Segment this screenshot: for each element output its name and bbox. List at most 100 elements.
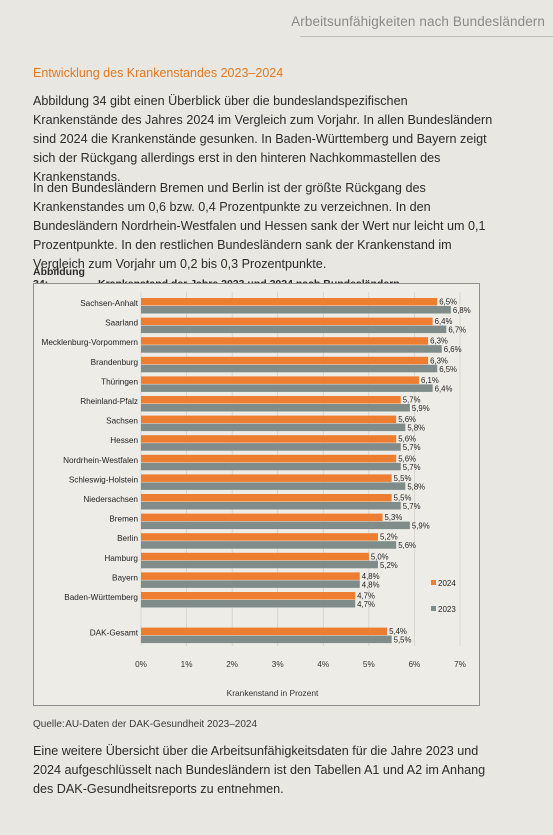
data-label-2024: 4,7% — [357, 592, 375, 601]
bar-2023 — [141, 384, 433, 392]
bar-2023 — [141, 404, 410, 412]
bar-2024 — [141, 396, 401, 404]
data-label-2023: 5,2% — [380, 561, 398, 570]
paragraph-intro: Abbildung 34 gibt einen Überblick über d… — [33, 94, 493, 184]
category-label: Baden-Württemberg — [64, 593, 138, 602]
data-label-2023: 5,5% — [394, 636, 412, 645]
x-tick-label: 6% — [409, 660, 421, 669]
data-label-2023: 4,8% — [362, 580, 380, 589]
source-label: Quelle: — [33, 719, 65, 730]
data-label-2023: 6,7% — [448, 326, 466, 335]
data-label-2024: 5,6% — [398, 415, 416, 424]
data-label-2024: 5,4% — [389, 627, 407, 636]
category-label: Brandenburg — [91, 358, 139, 367]
data-label-2023: 5,7% — [403, 443, 421, 452]
bar-2023 — [141, 306, 451, 314]
x-tick-label: 5% — [363, 660, 375, 669]
legend-label-2023: 2023 — [438, 605, 456, 614]
data-label-2024: 5,2% — [380, 533, 398, 542]
category-label: DAK-Gesamt — [90, 629, 139, 638]
bar-2024 — [141, 592, 356, 600]
data-label-2024: 5,6% — [398, 435, 416, 444]
chart-frame: 0% 1% 2% 3% 4% 5% 6% 7% Sachsen-Anhalt 6,5% 6,8% Sa… — [33, 283, 480, 706]
category-label: Hessen — [110, 436, 138, 445]
source-note: Quelle: AU-Daten der DAK-Gesundheit 2023… — [33, 719, 257, 730]
x-tick-label: 0% — [135, 660, 147, 669]
category-label: Niedersachsen — [83, 495, 138, 504]
bar-2023 — [141, 502, 401, 510]
data-label-2024: 6,1% — [421, 376, 439, 385]
category-label: Sachsen — [106, 417, 138, 426]
x-tick-label: 1% — [181, 660, 193, 669]
data-label-2024: 5,5% — [394, 494, 412, 503]
bar-2023 — [141, 541, 397, 549]
data-label-2024: 6,3% — [430, 337, 448, 346]
bar-2024 — [141, 376, 419, 384]
bar-2023 — [141, 364, 438, 373]
bar-2024 — [141, 415, 397, 424]
data-label-2023: 5,8% — [407, 424, 425, 433]
data-label-2024: 6,3% — [430, 356, 448, 365]
category-label: Rheinland-Pfalz — [80, 397, 138, 406]
data-label-2023: 4,7% — [357, 600, 375, 609]
legend-swatch-2023 — [431, 606, 436, 611]
category-label: Saarland — [105, 319, 138, 328]
category-label: Sachsen-Anhalt — [80, 299, 139, 308]
bar-2024 — [141, 572, 360, 580]
data-label-2023: 6,6% — [444, 345, 462, 354]
data-label-2024: 5,3% — [385, 513, 403, 522]
data-label-2023: 5,9% — [412, 522, 430, 531]
x-tick-label: 4% — [317, 660, 329, 669]
source-text: AU-Daten der DAK-Gesundheit 2023–2024 — [65, 719, 258, 730]
legend-swatch-2024 — [431, 580, 436, 585]
data-label-2023: 5,9% — [412, 404, 430, 413]
bar-2024 — [141, 435, 397, 443]
data-label-2023: 6,4% — [435, 384, 453, 393]
bar-2023 — [141, 325, 447, 334]
data-label-2024: 6,4% — [435, 317, 453, 326]
category-label: Bremen — [109, 515, 138, 524]
data-label-2024: 6,5% — [439, 298, 457, 307]
bar-2024 — [141, 552, 369, 561]
bar-2023 — [141, 635, 392, 644]
bar-chart: 0% 1% 2% 3% 4% 5% 6% 7%Sachsen-Anhalt 6,5%6,8%Sa… — [42, 292, 471, 698]
bar-2024 — [141, 494, 392, 502]
bar-2023 — [141, 345, 442, 353]
data-label-2023: 6,5% — [439, 365, 457, 374]
bar-2024 — [141, 627, 388, 636]
data-label-2024: 5,7% — [403, 396, 421, 405]
data-label-2023: 5,6% — [398, 541, 416, 550]
bar-2024 — [141, 474, 392, 482]
bar-2023 — [141, 560, 378, 569]
bar-2023 — [141, 600, 356, 608]
running-head-title: Arbeitsunfähigkeiten nach Bundesländern — [291, 14, 545, 29]
category-label: Thüringen — [101, 377, 138, 386]
data-label-2024: 4,8% — [362, 572, 380, 581]
bar-2024 — [141, 533, 378, 541]
bar-2023 — [141, 580, 360, 588]
x-tick-label: 7% — [454, 660, 466, 669]
data-label-2024: 5,0% — [371, 552, 389, 561]
bar-2023 — [141, 482, 406, 490]
bar-2024 — [141, 298, 438, 306]
data-label-2024: 5,6% — [398, 454, 416, 463]
bar-2023 — [141, 521, 410, 530]
paragraph-decline: In den Bundesländern Bremen und Berlin i… — [33, 181, 486, 271]
category-label: Bayern — [112, 573, 138, 582]
category-label: Hamburg — [104, 554, 138, 563]
category-label: Schleswig-Holstein — [69, 475, 139, 484]
data-label-2023: 5,7% — [403, 463, 421, 472]
bar-2023 — [141, 443, 401, 451]
x-tick-label: 2% — [226, 660, 238, 669]
bar-2023 — [141, 462, 401, 471]
category-label: Mecklenburg-Vorpommern — [42, 338, 139, 347]
bar-2024 — [141, 337, 429, 345]
legend-label-2024: 2024 — [438, 579, 456, 588]
x-tick-label: 3% — [272, 660, 284, 669]
bar-2024 — [141, 454, 397, 463]
paragraph-reference: Eine weitere Übersicht über die Arbeitsu… — [33, 744, 486, 796]
bar-2023 — [141, 423, 406, 432]
category-label: Berlin — [117, 534, 138, 543]
data-label-2023: 5,7% — [403, 502, 421, 511]
